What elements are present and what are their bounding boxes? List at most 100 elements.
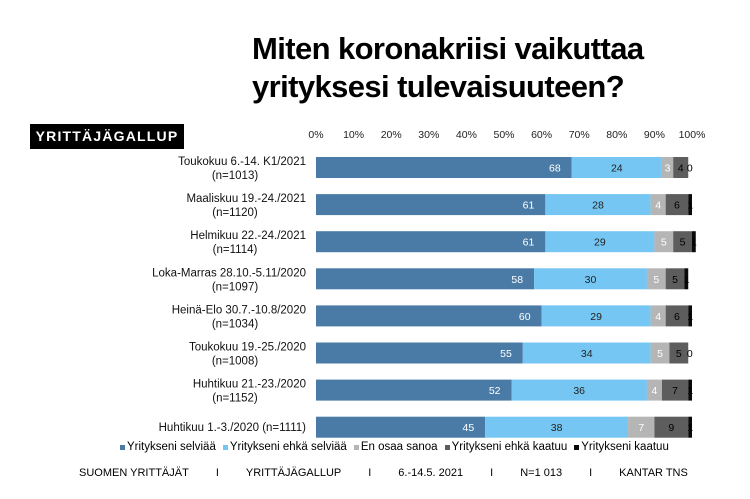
bar-segment	[654, 231, 674, 253]
bar-value-label: 1	[687, 385, 693, 397]
bar-segment	[665, 305, 689, 327]
x-tick-label: 90%	[644, 129, 665, 141]
footer-bar: SUOMEN YRITTÄJÄT I YRITTÄJÄGALLUP I 6.-14.5.…	[79, 467, 739, 479]
bar-value-label: 5	[672, 274, 678, 286]
bar-segment	[545, 231, 655, 253]
bar-value-label: 0	[687, 348, 693, 360]
bar-segment	[646, 268, 666, 290]
category-label-line: Huhtikuu 21.-23./2020	[193, 379, 306, 391]
bar-value-label: 5	[653, 274, 659, 286]
bar-value-label: 38	[551, 422, 563, 434]
bar-segment	[688, 194, 692, 216]
bar-value-label: 28	[592, 200, 604, 212]
x-tick-label: 60%	[531, 129, 552, 141]
footer-separator: I	[589, 467, 593, 479]
bar-segment	[534, 268, 647, 290]
bar-segment	[661, 379, 689, 401]
footer-item: N=1 013	[520, 467, 563, 479]
bar-segment	[692, 231, 696, 253]
legend-swatch	[120, 444, 125, 450]
category-label: Heinä-Elo 30.7.-10.8/2020 (n=1034)	[172, 304, 306, 330]
x-tick-label: 30%	[418, 129, 439, 141]
bar-segment	[316, 231, 546, 253]
category-label-line: Loka-Marras 28.10.-5.11/2020	[152, 267, 306, 279]
bar-value-label: 5	[680, 237, 686, 249]
category-label-line: Maaliskuu 19.-24./2021	[186, 193, 306, 205]
category-label-line: (n=1013)	[212, 170, 259, 182]
footer-item: KANTAR TNS	[619, 467, 688, 479]
footer-separator: I	[490, 467, 494, 479]
bar-value-label: 61	[523, 200, 535, 212]
bar-value-label: 30	[585, 274, 597, 286]
bar-value-label: 52	[489, 385, 501, 397]
category-label: Maaliskuu 19.-24./2021 (n=1120)	[186, 193, 306, 219]
x-tick-label: 20%	[381, 129, 402, 141]
bar-value-label: 29	[590, 311, 602, 323]
bar-value-label: 68	[549, 163, 561, 175]
footer-item: 6.-14.5. 2021	[398, 467, 464, 479]
category-label-line: (n=1114)	[213, 244, 258, 256]
chart-legend: Yritykseni selviää Yritykseni ehkä selviä…	[120, 441, 740, 453]
bar-value-label: 1	[691, 237, 697, 249]
category-label-line: (n=1034)	[212, 318, 259, 330]
category-label: Loka-Marras 28.10.-5.11/2020 (n=1097)	[152, 267, 306, 293]
bar-segment	[650, 305, 666, 327]
legend-label: Yritykseni selviää	[127, 441, 216, 453]
legend-swatch	[353, 444, 359, 450]
bar-segment	[673, 157, 689, 178]
x-tick-label: 80%	[606, 129, 627, 141]
bar-segment	[688, 416, 692, 438]
bar-segment	[688, 305, 692, 327]
bar-value-label: 1	[683, 274, 689, 286]
x-tick-label: 40%	[456, 129, 477, 141]
bar-value-label: 4	[678, 163, 684, 175]
bar-value-label: 4	[651, 385, 657, 397]
category-label-line: (n=1097)	[212, 281, 259, 293]
legend-label: Yritykseni ehkä selviää	[229, 441, 347, 453]
bar-value-label: 34	[581, 348, 593, 360]
legend-item: Yritykseni ehkä kaatuu	[444, 441, 567, 453]
bar-segment	[316, 194, 546, 216]
footer-item: SUOMEN YRITTÄJÄT	[79, 467, 189, 479]
bar-segment	[316, 268, 535, 290]
bar-value-label: 6	[674, 311, 680, 323]
bar-segment	[650, 194, 666, 216]
bar-segment	[650, 342, 670, 364]
bar-segment	[661, 157, 674, 178]
legend-swatch	[444, 444, 450, 450]
bar-segment	[654, 416, 689, 438]
bar-segment	[665, 194, 689, 216]
category-label-line: Helmikuu 22.-24./2021	[190, 230, 306, 242]
bar-value-label: 55	[500, 348, 512, 360]
bar-value-label: 0	[687, 163, 693, 175]
bar-segment	[545, 194, 651, 216]
legend-label: En osaa sanoa	[360, 441, 438, 453]
legend-swatch	[574, 444, 580, 450]
bar-segment	[541, 305, 651, 327]
x-tick-label: 100%	[679, 129, 706, 141]
bar-value-label: 29	[594, 237, 606, 249]
x-tick-label: 70%	[569, 129, 590, 141]
bar-value-label: 1	[687, 311, 693, 323]
bar-value-label: 60	[519, 311, 531, 323]
legend-item: Yritykseni ehkä selviää	[222, 441, 347, 453]
legend-item: Yritykseni selviää	[120, 441, 216, 453]
bar-segment	[316, 305, 542, 327]
bar-segment	[688, 379, 692, 401]
footer-separator: I	[368, 467, 372, 479]
legend-swatch	[222, 444, 228, 450]
footer-separator: I	[215, 467, 219, 479]
category-label: Toukokuu 19.-25./2020 (n=1008)	[189, 342, 306, 368]
bar-value-label: 9	[668, 422, 674, 434]
bar-segment	[316, 342, 523, 364]
brand-badge: YRITTÄJÄGALLUP	[30, 124, 184, 149]
bar-value-label: 4	[655, 200, 661, 212]
category-label-line: (n=1152)	[212, 393, 258, 405]
bar-segment	[646, 379, 662, 401]
bar-value-label: 61	[523, 237, 535, 249]
bar-value-label: 24	[611, 163, 623, 175]
bar-segment	[673, 231, 692, 253]
bar-segment	[511, 379, 647, 401]
bar-segment	[316, 157, 572, 178]
legend-label: Yritykseni kaatuu	[581, 441, 669, 453]
